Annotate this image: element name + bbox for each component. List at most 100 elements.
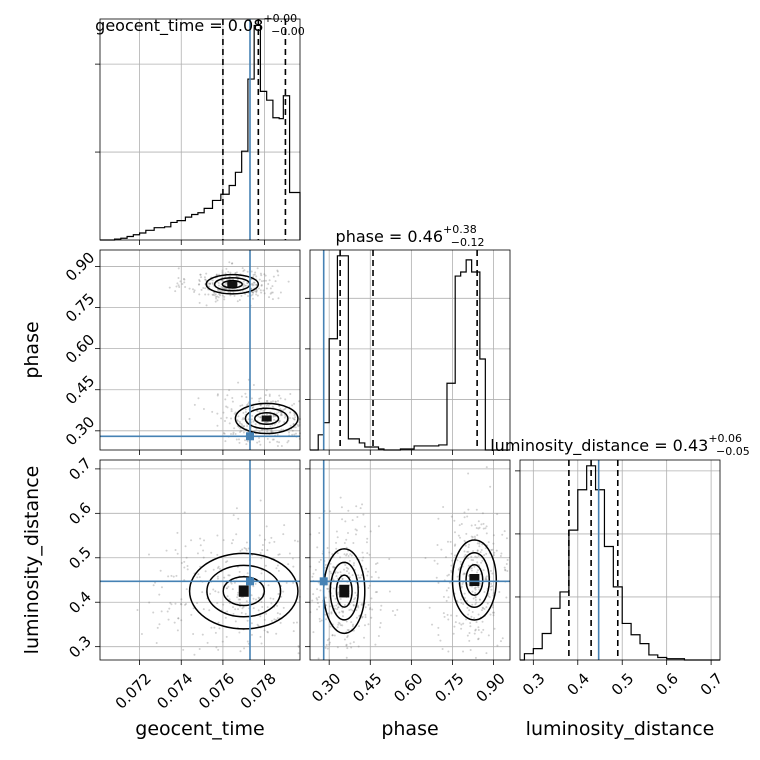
sample-point xyxy=(274,400,277,403)
sample-point xyxy=(266,421,269,424)
sample-point xyxy=(332,595,335,598)
sample-point xyxy=(160,610,163,613)
sample-point xyxy=(467,508,470,511)
sample-point xyxy=(311,575,314,578)
sample-point xyxy=(271,400,274,403)
sample-point xyxy=(270,619,273,622)
sample-point xyxy=(315,597,318,600)
sample-point xyxy=(172,575,175,578)
sample-point xyxy=(470,535,473,538)
sample-point xyxy=(366,537,369,540)
sample-point xyxy=(259,615,262,618)
sample-point xyxy=(261,544,264,547)
sample-point xyxy=(238,441,241,444)
sample-point xyxy=(282,606,285,609)
sample-point xyxy=(174,290,177,293)
sample-point xyxy=(435,576,438,579)
sample-point xyxy=(216,553,219,556)
sample-point xyxy=(483,590,486,593)
sample-point xyxy=(467,546,470,549)
sample-point xyxy=(477,638,480,641)
sample-point xyxy=(148,601,151,604)
sample-point xyxy=(492,614,495,617)
y-tick-label: 0.3 xyxy=(65,632,95,662)
sample-point xyxy=(227,574,230,577)
sample-point xyxy=(215,646,218,649)
sample-point xyxy=(254,423,257,426)
sample-point xyxy=(230,417,233,420)
sample-point xyxy=(368,553,371,556)
sample-point xyxy=(243,424,246,427)
sample-point xyxy=(492,592,495,595)
sample-point xyxy=(159,569,162,572)
sample-point xyxy=(184,603,187,606)
sample-point xyxy=(485,532,488,535)
sample-point xyxy=(476,569,479,572)
sample-point xyxy=(368,584,371,587)
sample-point xyxy=(450,569,453,572)
sample-point xyxy=(241,607,244,610)
sample-point xyxy=(368,608,371,611)
sample-point xyxy=(297,425,300,428)
sample-point xyxy=(293,418,296,421)
sample-point xyxy=(246,440,249,443)
sample-point xyxy=(352,604,355,607)
sample-point xyxy=(182,277,185,280)
sample-point xyxy=(186,568,189,571)
sample-point xyxy=(260,274,263,277)
sample-point xyxy=(327,587,330,590)
panel-frame xyxy=(99,18,301,241)
sample-point xyxy=(487,634,490,637)
sample-point xyxy=(352,629,355,632)
sample-point xyxy=(346,634,349,637)
sample-point xyxy=(208,282,211,285)
sample-point xyxy=(185,602,188,605)
sample-point xyxy=(244,392,247,395)
sample-point xyxy=(450,515,453,518)
y-tick-label: 0.30 xyxy=(62,413,98,449)
sample-point xyxy=(483,554,486,557)
sample-point xyxy=(264,394,267,397)
sample-point xyxy=(243,647,246,650)
sample-point xyxy=(258,287,261,290)
sample-point xyxy=(276,440,279,443)
sample-point xyxy=(250,283,253,286)
sample-point xyxy=(177,267,180,270)
sample-point xyxy=(217,591,220,594)
sample-point xyxy=(239,650,242,653)
sample-point xyxy=(335,604,338,607)
sample-point xyxy=(330,572,333,575)
sample-point xyxy=(285,581,288,584)
sample-point xyxy=(277,297,280,300)
sample-point xyxy=(268,441,271,444)
sample-point xyxy=(245,547,248,550)
sample-point xyxy=(209,592,212,595)
sample-point xyxy=(474,586,477,589)
sample-point xyxy=(352,641,355,644)
sample-point xyxy=(170,603,173,606)
sample-point xyxy=(318,516,321,519)
sample-point xyxy=(276,617,279,620)
sample-point xyxy=(239,430,242,433)
sample-point xyxy=(495,549,498,552)
sample-point xyxy=(263,538,266,541)
sample-point xyxy=(503,530,506,533)
sample-point xyxy=(487,595,490,598)
sample-point xyxy=(263,618,266,621)
sample-point xyxy=(223,295,226,298)
sample-point xyxy=(198,280,201,283)
sample-point xyxy=(260,642,263,645)
density-contour xyxy=(335,574,353,608)
sample-point xyxy=(338,622,341,625)
sample-point xyxy=(199,537,202,540)
sample-point xyxy=(325,643,328,646)
sample-point xyxy=(198,279,201,282)
sample-point xyxy=(480,631,483,634)
sample-point xyxy=(147,553,150,556)
sample-point xyxy=(343,638,346,641)
sample-point xyxy=(293,414,296,417)
sample-point xyxy=(252,281,255,284)
sample-point xyxy=(225,267,228,270)
sample-point xyxy=(491,585,494,588)
sample-point xyxy=(441,647,444,650)
